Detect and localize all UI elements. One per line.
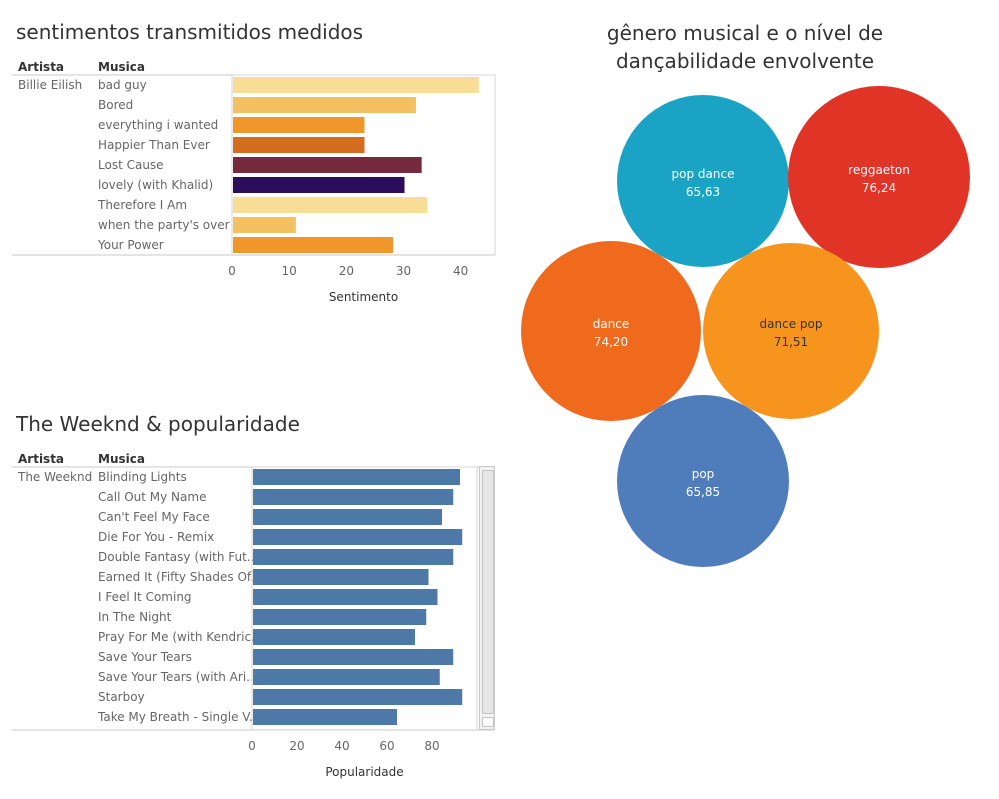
popularity-chart-title: The Weeknd & popularidade [16,412,300,436]
popularity-song-label: Blinding Lights [98,470,187,484]
popularity-header-artist: Artista [18,452,64,466]
genre-bubble [617,95,789,267]
sentiment-song-label: Bored [98,98,133,112]
sentiment-song-label: Your Power [97,238,164,252]
popularity-x-tick: 60 [379,739,394,753]
popularity-x-axis-label: Popularidade [325,765,403,779]
popularity-bar [253,709,397,725]
popularity-song-label: Take My Breath - Single V.. [97,710,257,724]
sentiment-song-label: when the party's over [98,218,230,232]
popularity-bar [253,549,454,565]
genre-bubble-value: 71,51 [774,335,808,349]
sentiment-artist-label: Billie Eilish [18,78,82,92]
popularity-x-tick: 80 [424,739,439,753]
genre-bubble-value: 74,20 [594,335,628,349]
sentiment-song-label: lovely (with Khalid) [98,178,213,192]
sentiment-song-label: bad guy [98,78,147,92]
popularity-bar [253,529,463,545]
popularity-bar [253,609,427,625]
genre-bubble-label: pop [692,467,715,481]
popularity-song-label: Save Your Tears [98,650,192,664]
sentiment-header-musica: Musica [98,60,145,74]
popularity-song-label: Starboy [98,690,145,704]
popularity-bar [253,489,454,505]
popularity-song-label: Pray For Me (with Kendric.. [98,630,259,644]
popularity-bar [253,589,438,605]
popularity-header-musica: Musica [98,452,145,466]
genre-bubble-label: pop dance [672,167,735,181]
sentiment-bar [233,197,428,213]
sentiment-song-label: Therefore I Am [97,198,187,212]
sentiment-x-tick: 40 [453,264,468,278]
sentiment-bar [233,217,296,233]
sentiment-x-tick: 0 [228,264,236,278]
sentiment-header-artist: Artista [18,60,64,74]
sentiment-bar [233,77,479,93]
popularity-bar [253,509,442,525]
scrollbar-down-button[interactable] [482,717,494,727]
sentiment-bar [233,137,365,153]
popularity-song-label: Call Out My Name [98,490,206,504]
genre-bubble-value: 65,85 [686,485,720,499]
sentiment-song-label: everything i wanted [98,118,218,132]
popularity-song-label: Can't Feel My Face [98,510,210,524]
sentiment-x-tick: 10 [282,264,297,278]
genre-bubble-value: 65,63 [686,185,720,199]
sentiment-song-label: Lost Cause [98,158,164,172]
popularity-bar [253,669,440,685]
popularity-song-label: Double Fantasy (with Fut.. [98,550,254,564]
sentiment-x-tick: 30 [396,264,411,278]
sentiment-chart-title: sentimentos transmitidos medidos [16,20,364,44]
popularity-bar [253,629,415,645]
popularity-artist-label: The Weeknd [17,470,92,484]
genre-bubble-label: dance [593,317,630,331]
popularity-x-tick: 20 [289,739,304,753]
popularity-song-label: Earned It (Fifty Shades Of.. [98,570,258,584]
genre-bubble-label: reggaeton [848,163,910,177]
popularity-song-label: Save Your Tears (with Ari.. [98,670,254,684]
sentiment-bar [233,157,422,173]
genre-bubble-label: dance pop [760,317,823,331]
genre-bubble [617,395,789,567]
popularity-scrollbar[interactable] [479,466,495,730]
popularity-bar [253,649,454,665]
sentiment-x-axis-label: Sentimento [329,290,398,304]
bubble-chart-title: gênero musical e o nível de dançabilidad… [606,21,884,73]
genre-bubble-value: 76,24 [862,181,896,195]
genre-bubble [521,241,701,421]
popularity-song-label: I Feel It Coming [98,590,192,604]
scrollbar-thumb[interactable] [482,470,494,714]
sentiment-bar [233,97,416,113]
popularity-bar [253,569,429,585]
popularity-song-label: Die For You - Remix [98,530,214,544]
sentiment-bar [233,177,405,193]
sentiment-song-label: Happier Than Ever [98,138,210,152]
popularity-x-tick: 40 [334,739,349,753]
sentiment-bar [233,117,365,133]
genre-bubble [703,243,879,419]
genre-bubble [788,86,970,268]
popularity-song-label: In The Night [98,610,172,624]
popularity-bar [253,689,463,705]
popularity-bar [253,469,460,485]
popularity-x-tick: 0 [248,739,256,753]
sentiment-x-tick: 20 [339,264,354,278]
sentiment-bar [233,237,394,253]
